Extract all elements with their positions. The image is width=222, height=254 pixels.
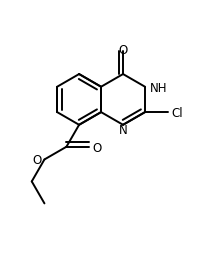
Text: N: N — [119, 124, 127, 137]
Text: O: O — [33, 154, 42, 167]
Text: Cl: Cl — [171, 107, 183, 120]
Text: O: O — [92, 142, 101, 155]
Text: NH: NH — [150, 82, 167, 95]
Text: O: O — [118, 44, 128, 57]
